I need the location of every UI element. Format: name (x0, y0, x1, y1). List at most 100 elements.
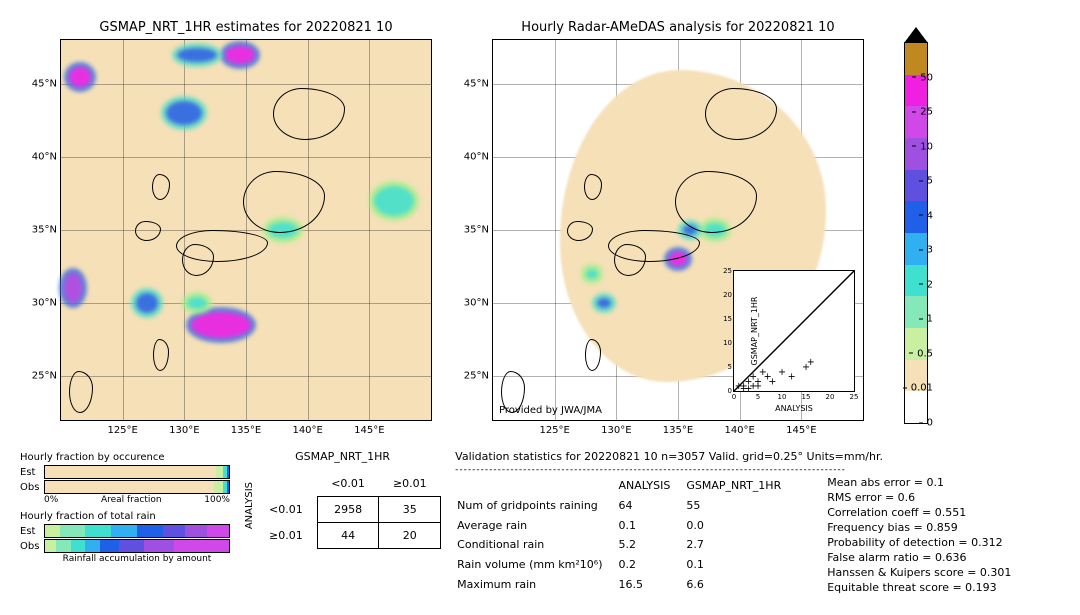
lon-tick: 135°E (663, 425, 693, 436)
vt-col2: GSMAP_NRT_1HR (686, 477, 795, 495)
colorbar-tick: 4 (919, 210, 933, 221)
hf-axis-right: 100% (204, 495, 230, 505)
colorbar-tick: 2 (919, 279, 933, 290)
contingency-table: <0.01 ≥0.01 <0.01 2958 35 ≥0.01 44 20 (255, 471, 441, 549)
top-row: GSMAP_NRT_1HR estimates for 20220821 10 … (20, 20, 1060, 424)
ct-row1: ≥0.01 (255, 523, 317, 549)
colorbar-tick: 3 (919, 245, 933, 256)
lon-tick: 125°E (107, 425, 137, 436)
ct-row0: <0.01 (255, 497, 317, 523)
lat-tick: 45°N (23, 78, 57, 89)
score-row: RMS error = 0.6 (827, 490, 1011, 505)
colorbar-panel: 00.010.512345102550 (894, 20, 928, 424)
lat-tick: 45°N (455, 78, 489, 89)
hf-tot-obs-lbl: Obs (20, 541, 44, 552)
lon-tick: 125°E (539, 425, 569, 436)
lat-tick: 35°N (455, 225, 489, 236)
svg-text:+: + (807, 357, 815, 368)
validation-separator: ----------------------------------------… (455, 465, 1060, 475)
vt-g: 6.6 (686, 575, 795, 593)
map-right-title: Hourly Radar-AMeDAS analysis for 2022082… (492, 20, 864, 35)
vt-label: Conditional rain (457, 536, 616, 554)
hourly-fraction-block: Hourly fraction by occurence Est Obs 0% … (20, 450, 230, 595)
lat-tick: 30°N (23, 298, 57, 309)
hf-occ-est-bar (44, 465, 230, 479)
svg-text:+: + (744, 384, 752, 391)
colorbar-tick: 0.01 (903, 383, 933, 394)
ct-cell-01: 35 (379, 497, 441, 523)
contingency-panel: GSMAP_NRT_1HR ANALYSIS <0.01 ≥0.01 <0.01… (244, 450, 441, 595)
hf-occ-obs-lbl: Obs (20, 482, 44, 493)
vt-a: 16.5 (618, 575, 684, 593)
lon-tick: 140°E (724, 425, 754, 436)
hf-tot-est-bar (44, 524, 230, 538)
colorbar-tick: 1 (919, 314, 933, 325)
lon-tick: 130°E (169, 425, 199, 436)
svg-text:+: + (788, 372, 796, 383)
vt-g: 2.7 (686, 536, 795, 554)
map-left: 125°E130°E135°E140°E145°E25°N30°N35°N40°… (60, 39, 432, 421)
ct-col1: ≥0.01 (379, 471, 441, 497)
score-row: Mean abs error = 0.1 (827, 475, 1011, 490)
hf-occ-est-row: Est (20, 465, 230, 479)
ct-col0: <0.01 (317, 471, 379, 497)
svg-text:+: + (754, 381, 762, 391)
vt-label: Rain volume (mm km²10⁶) (457, 556, 616, 574)
score-row: Correlation coeff = 0.551 (827, 505, 1011, 520)
lon-tick: 130°E (601, 425, 631, 436)
validation-table: ANALYSIS GSMAP_NRT_1HR Num of gridpoints… (455, 475, 797, 595)
lat-tick: 25°N (23, 371, 57, 382)
ct-row-title: ANALYSIS (244, 482, 255, 529)
map-left-panel: GSMAP_NRT_1HR estimates for 20220821 10 … (60, 20, 432, 424)
hf-occ-obs-row: Obs (20, 480, 230, 494)
hf-occ-axis: 0% Areal fraction 100% (44, 495, 230, 505)
inset-scatter: ++++++++++++++++00551010151520202525GSMA… (733, 270, 855, 392)
svg-text:+: + (778, 367, 786, 378)
map-right-panel: Hourly Radar-AMeDAS analysis for 2022082… (492, 20, 864, 424)
hf-tot-caption: Rainfall accumulation by amount (44, 554, 230, 564)
lat-tick: 35°N (23, 225, 57, 236)
lat-tick: 40°N (23, 151, 57, 162)
colorbar: 00.010.512345102550 (904, 42, 928, 424)
lat-tick: 30°N (455, 298, 489, 309)
hf-occ-obs-bar (44, 480, 230, 494)
colorbar-tick: 10 (912, 141, 933, 152)
hf-axis-mid: Areal fraction (101, 495, 162, 505)
svg-text:+: + (768, 376, 776, 387)
colorbar-tick: 25 (912, 107, 933, 118)
vt-a: 0.1 (618, 516, 684, 534)
hf-tot-est-row: Est (20, 524, 230, 538)
score-row: False alarm ratio = 0.636 (827, 550, 1011, 565)
vt-a: 5.2 (618, 536, 684, 554)
vt-label: Average rain (457, 516, 616, 534)
lat-tick: 25°N (455, 371, 489, 382)
ct-cell-10: 44 (317, 523, 379, 549)
ct-cell-00: 2958 (317, 497, 379, 523)
lon-tick: 135°E (231, 425, 261, 436)
bottom-row: Hourly fraction by occurence Est Obs 0% … (20, 450, 1060, 595)
hf-tot-est-lbl: Est (20, 526, 44, 537)
vt-g: 55 (686, 497, 795, 515)
colorbar-tick: 50 (912, 72, 933, 83)
ct-cell-11: 20 (379, 523, 441, 549)
hf-tot-obs-row: Obs (20, 539, 230, 553)
vt-g: 0.1 (686, 556, 795, 574)
colorbar-extend-top-icon (904, 27, 928, 43)
hf-occ-title: Hourly fraction by occurence (20, 452, 230, 463)
score-row: Hanssen & Kuipers score = 0.301 (827, 565, 1011, 580)
lat-tick: 40°N (455, 151, 489, 162)
vt-col1: ANALYSIS (618, 477, 684, 495)
hf-tot-obs-bar (44, 539, 230, 553)
colorbar-tick: 5 (919, 176, 933, 187)
score-row: Frequency bias = 0.859 (827, 520, 1011, 535)
vt-label: Num of gridpoints raining (457, 497, 616, 515)
validation-header: Validation statistics for 20220821 10 n=… (455, 450, 1060, 463)
hf-occ-est-lbl: Est (20, 467, 44, 478)
lon-tick: 140°E (292, 425, 322, 436)
lon-tick: 145°E (786, 425, 816, 436)
map-left-title: GSMAP_NRT_1HR estimates for 20220821 10 (60, 20, 432, 35)
hf-axis-left: 0% (44, 495, 58, 505)
lon-tick: 145°E (354, 425, 384, 436)
score-list: Mean abs error = 0.1RMS error = 0.6Corre… (827, 475, 1011, 595)
vt-label: Maximum rain (457, 575, 616, 593)
